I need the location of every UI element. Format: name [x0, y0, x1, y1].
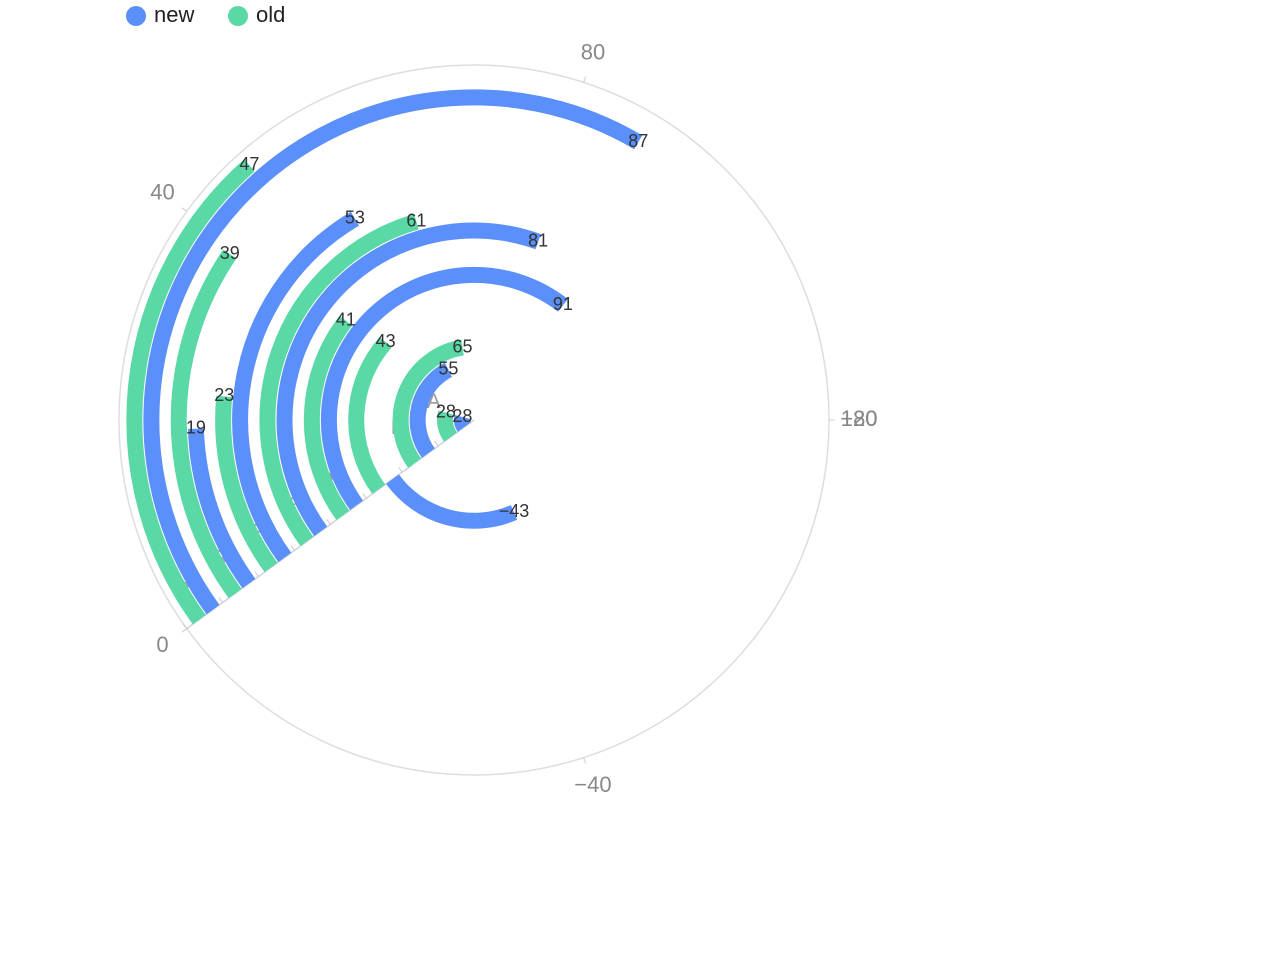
- data-label: 81: [528, 230, 548, 250]
- angle-tick-label: 40: [150, 180, 174, 205]
- angle-tick-label: −80: [840, 406, 877, 431]
- data-label: 43: [376, 331, 396, 351]
- bar: [126, 159, 255, 625]
- bar: [303, 315, 353, 520]
- radial-tick: [254, 571, 260, 577]
- bar: [232, 211, 360, 563]
- data-label: 53: [345, 207, 365, 227]
- angle-tick-label: 0: [156, 632, 168, 657]
- bar: [143, 89, 643, 615]
- legend-marker: [228, 6, 248, 26]
- bar: [276, 222, 541, 537]
- angle-tick: [181, 628, 188, 633]
- radial-tick: [290, 545, 295, 551]
- bar: [170, 249, 242, 599]
- radial-tick: [182, 623, 188, 629]
- angle-tick-label: −40: [574, 772, 611, 797]
- data-label: 91: [553, 294, 573, 314]
- data-label: 28: [452, 406, 472, 426]
- radial-tick: [434, 440, 439, 447]
- angle-tick: [583, 757, 587, 764]
- data-label: 47: [239, 154, 259, 174]
- bar: [259, 214, 419, 547]
- bar: [437, 410, 458, 442]
- data-label: 23: [214, 385, 234, 405]
- angle-tick: [181, 207, 188, 212]
- bar: [187, 428, 256, 589]
- data-label: −43: [499, 501, 530, 521]
- data-label: 39: [220, 243, 240, 263]
- data-label: 55: [438, 359, 458, 379]
- data-label: 28: [436, 402, 456, 422]
- radial-tick: [326, 519, 331, 525]
- bar: [392, 339, 465, 468]
- angle-tick-label: 120: [841, 406, 878, 431]
- bar: [386, 474, 518, 529]
- bar: [348, 336, 392, 494]
- radial-tick: [362, 493, 367, 499]
- legend-marker: [126, 6, 146, 26]
- data-label: 87: [628, 131, 648, 151]
- data-label: 61: [406, 210, 426, 230]
- data-label: 65: [453, 336, 473, 356]
- bar: [320, 266, 568, 510]
- data-label: 19: [186, 417, 206, 437]
- bar: [409, 362, 453, 458]
- legend-label: new: [154, 2, 194, 27]
- angle-tick-label: 80: [581, 40, 605, 65]
- legend-label: old: [256, 2, 285, 27]
- angle-tick: [583, 76, 587, 83]
- bar: [454, 415, 472, 432]
- radial-tick: [218, 597, 224, 603]
- radial-tick: [398, 467, 403, 473]
- data-label: 41: [336, 309, 356, 329]
- bar: [215, 395, 278, 573]
